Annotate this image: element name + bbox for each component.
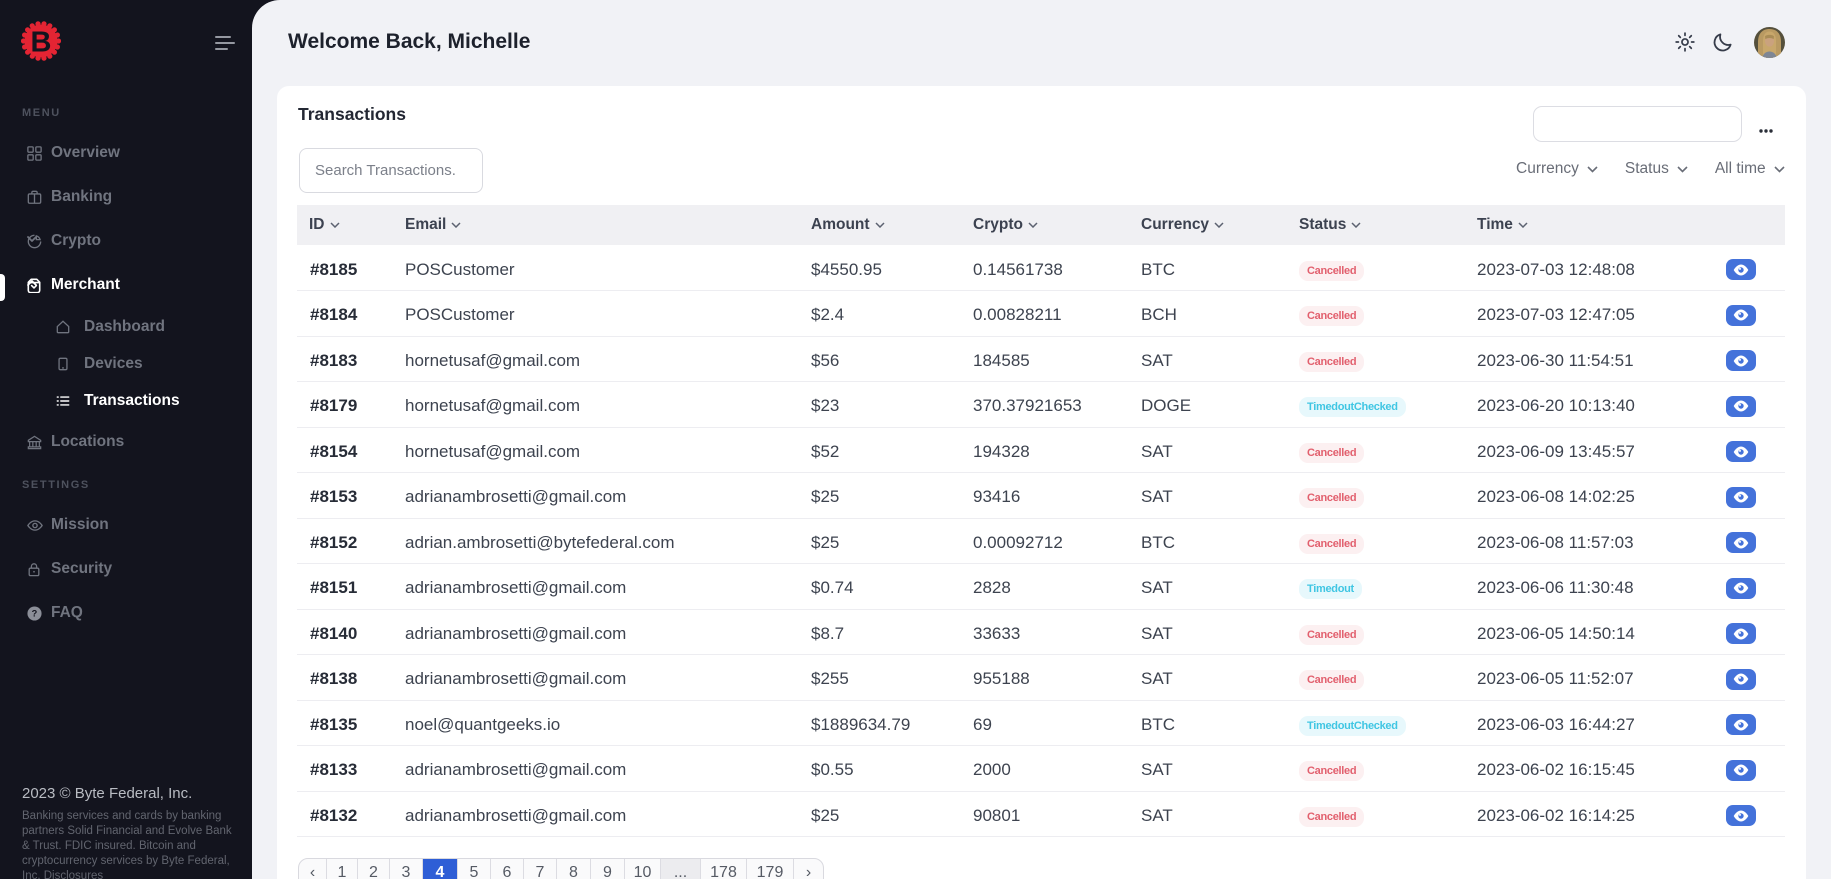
svg-text:?: ? [32,608,38,618]
svg-text:B: B [31,27,52,59]
